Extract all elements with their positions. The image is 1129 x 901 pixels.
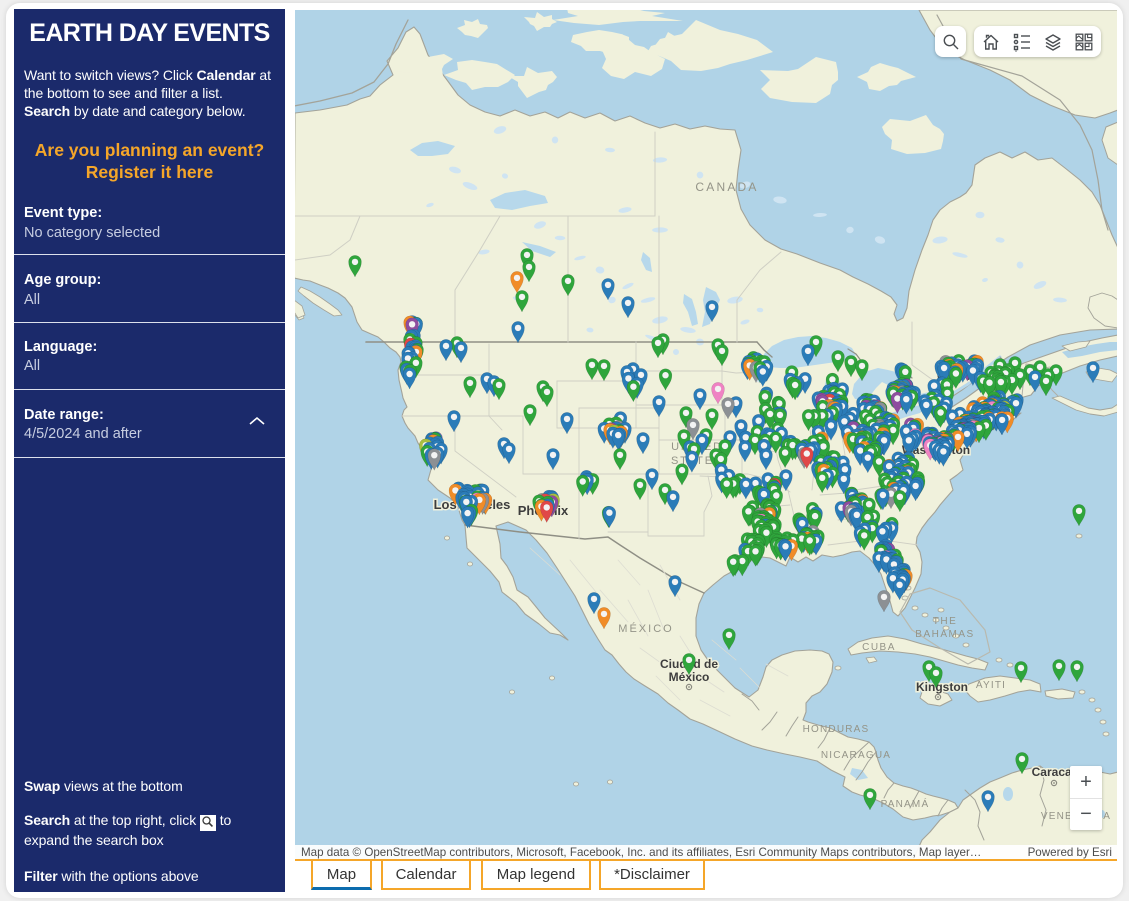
svg-text:HONDURAS: HONDURAS (803, 724, 870, 735)
svg-text:MÉXICO: MÉXICO (618, 622, 673, 635)
svg-text:Caracas: Caracas (1032, 765, 1079, 779)
svg-text:NICARAGUA: NICARAGUA (821, 750, 891, 761)
svg-text:Kingston: Kingston (916, 680, 968, 694)
svg-text:PANAMÁ: PANAMÁ (881, 797, 930, 810)
svg-text:THE: THE (933, 616, 958, 627)
svg-text:BAHAMAS: BAHAMAS (915, 629, 974, 640)
svg-text:CANADA: CANADA (695, 180, 758, 194)
svg-text:AYITI: AYITI (976, 680, 1006, 691)
svg-text:CUBA: CUBA (862, 642, 896, 653)
svg-text:México: México (669, 670, 710, 684)
